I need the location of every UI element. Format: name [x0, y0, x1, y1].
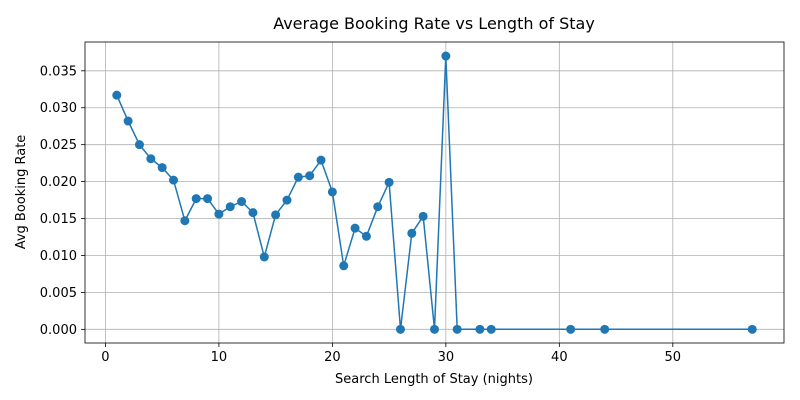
grid-lines — [85, 42, 784, 343]
data-point — [316, 155, 326, 165]
data-point — [134, 140, 144, 150]
data-point — [486, 324, 496, 334]
data-point — [441, 51, 451, 61]
data-point — [237, 197, 247, 207]
data-point — [180, 216, 190, 226]
data-point — [225, 202, 235, 212]
data-point — [259, 252, 269, 262]
data-point — [395, 324, 405, 334]
data-point — [339, 261, 349, 271]
axes-frame — [84, 41, 785, 344]
y-tick-label: 0.000 — [40, 323, 77, 338]
y-tick-label: 0.030 — [40, 101, 77, 116]
y-axis-ticks: 0.000 0.005 0.010 0.015 0.020 0.025 0.030 0.035 — [40, 64, 85, 338]
x-tick-label: 30 — [438, 350, 455, 365]
data-point — [327, 187, 337, 197]
data-point — [169, 175, 179, 185]
data-point — [384, 177, 394, 187]
data-point — [361, 231, 371, 241]
data-point — [282, 195, 292, 205]
data-point — [271, 210, 281, 220]
data-point — [373, 202, 383, 212]
y-tick-label: 0.010 — [40, 249, 77, 264]
y-tick-label: 0.015 — [40, 212, 77, 227]
y-axis-label: Avg Booking Rate — [14, 135, 29, 250]
data-point — [123, 116, 133, 126]
data-point — [203, 194, 213, 204]
x-axis-ticks: 0 10 20 30 40 50 — [101, 343, 681, 365]
data-point — [407, 228, 417, 238]
data-point — [452, 324, 462, 334]
x-axis-label: Search Length of Stay (nights) — [335, 372, 533, 387]
data-point — [600, 324, 610, 334]
data-point — [418, 211, 428, 221]
x-tick-label: 20 — [324, 350, 341, 365]
data-point — [191, 194, 201, 204]
y-tick-label: 0.020 — [40, 175, 77, 190]
data-point — [112, 90, 122, 100]
data-point — [248, 208, 258, 218]
series-line — [116, 55, 753, 331]
y-tick-label: 0.035 — [40, 64, 77, 79]
x-tick-label: 10 — [211, 350, 228, 365]
data-point — [566, 324, 576, 334]
data-point — [350, 223, 360, 233]
data-point — [157, 163, 167, 173]
x-tick-label: 50 — [665, 350, 682, 365]
x-tick-label: 0 — [101, 350, 109, 365]
y-tick-label: 0.005 — [40, 286, 77, 301]
data-point — [430, 324, 439, 334]
data-points — [112, 51, 757, 334]
data-point — [146, 154, 156, 164]
x-tick-label: 40 — [551, 350, 568, 365]
y-tick-label: 0.025 — [40, 138, 77, 153]
data-point — [475, 324, 485, 334]
data-point — [293, 172, 303, 182]
data-point — [747, 324, 757, 334]
chart-title: Average Booking Rate vs Length of Stay — [273, 14, 595, 33]
data-point — [214, 209, 224, 219]
data-point — [305, 171, 315, 181]
